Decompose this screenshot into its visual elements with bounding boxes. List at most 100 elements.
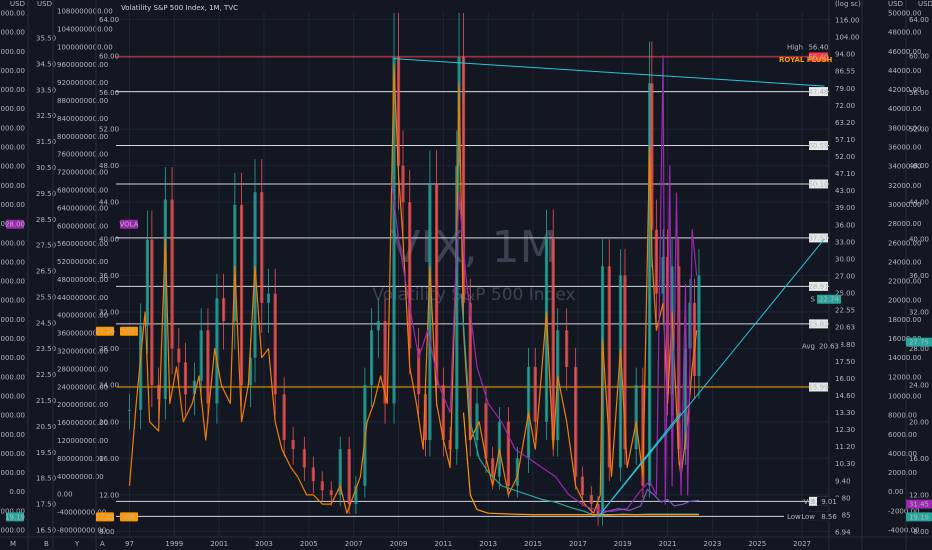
left2-y-tick: 17.50: [36, 501, 56, 509]
left3-y-tick: 680000000.00: [57, 186, 108, 194]
candle-body: [692, 302, 697, 377]
left-price-tag-text: 17.01: [95, 513, 115, 521]
right2-y-tick: 40000.00: [888, 105, 921, 113]
candle-body: [338, 449, 342, 495]
trendline[interactable]: [393, 58, 825, 87]
right2-y-tick: 36000.00: [888, 144, 921, 152]
left3-y-tick: 560000000.00: [57, 240, 108, 248]
watermark: VIX, 1M Volatility S&P 500 Index: [372, 222, 575, 305]
trendline[interactable]: [597, 238, 825, 518]
candle-body: [607, 266, 611, 468]
left3-y-tick: 920000000.00: [57, 79, 108, 87]
right-price-tag-text: 9.01: [821, 498, 837, 506]
left3-y-tick: 200000000.00: [57, 401, 108, 409]
left1-y-tick: 4000.00: [0, 450, 25, 458]
candle-body: [574, 366, 578, 477]
right1-y-tick: 104.00: [835, 34, 860, 42]
candle-body: [282, 394, 286, 441]
left2-y-tick: 22.50: [36, 371, 56, 379]
right-price-tag-box: [817, 294, 841, 304]
right2-y-tick: 6000.00: [888, 431, 917, 439]
x-tick-label: 2009: [390, 540, 408, 548]
left-price-tag-text: 19.19: [5, 513, 25, 521]
level-tag-box: [809, 87, 828, 97]
candle-body: [354, 485, 358, 505]
candle-body: [423, 394, 428, 441]
left3-y-tick: 0.00: [57, 491, 73, 499]
right3-y-tick: 40.00: [909, 235, 929, 243]
left1-y-tick: 32000.00: [0, 182, 25, 190]
candle-body: [163, 199, 167, 399]
right2-y-tick: 18000.00: [888, 316, 921, 324]
candle-body: [329, 490, 333, 495]
candle-body: [302, 449, 306, 468]
candle-body: [551, 238, 555, 441]
left2-y-tick: 20.50: [36, 423, 56, 431]
left3-y-tick: 840000000.00: [57, 115, 108, 123]
left1-y-tick: 50000.00: [0, 10, 25, 18]
candle-body: [580, 476, 584, 495]
candle-body: [683, 348, 688, 450]
left1-y-tick: 30000.00: [0, 201, 25, 209]
candle-body: [618, 275, 623, 468]
x-tick-label: 2015: [524, 540, 542, 548]
left-price-tag-text: 27.26: [95, 328, 116, 336]
far-right-tag-box: [906, 499, 932, 509]
right2-y-tick: 48000.00: [888, 29, 921, 37]
trendlines[interactable]: [393, 58, 825, 518]
right3-y-tick: 52.00: [909, 126, 929, 134]
level-tag-text: 37.57: [808, 234, 828, 242]
right-tag-prefix: S: [811, 296, 816, 304]
right3-y-tick: 8.00: [913, 528, 929, 536]
left1-y-tick: 38000.00: [0, 124, 25, 132]
candle-body: [697, 275, 701, 377]
left-price-tag-text: 28.00: [5, 221, 25, 229]
watermark-name: Volatility S&P 500 Index: [372, 285, 575, 305]
candle-body: [417, 348, 421, 395]
right1-y-tick: 17.50: [835, 358, 855, 366]
left3-y-tick: 1000000000.00: [57, 43, 113, 51]
left2-y-tick: 29.50: [36, 190, 56, 198]
left2-y-tick: 24.50: [36, 319, 56, 327]
left3-y-tick: 720000000.00: [57, 169, 108, 177]
candle-body: [401, 165, 405, 203]
right3-y-tick: 16.00: [909, 455, 929, 463]
left3-y-tick: 960000000.00: [57, 61, 108, 69]
right1-y-tick: 8.80: [835, 494, 851, 502]
right-price-tag-text: 20.63: [819, 342, 839, 350]
main-y-tick: 12.00: [99, 491, 119, 499]
main-y-tick: 32.00: [99, 309, 119, 317]
right2-y-tick: 20000.00: [888, 297, 921, 305]
candle-body: [192, 380, 197, 395]
trendline[interactable]: [597, 412, 682, 518]
left1-y-tick: 18000.00: [0, 316, 25, 324]
candle-body: [515, 458, 519, 486]
right1-y-tick: 72.00: [835, 102, 855, 110]
right1-y-tick: 36.00: [835, 221, 855, 229]
right3-y-tick: 64.00: [909, 16, 929, 24]
candle-body: [533, 366, 537, 422]
candle-body: [139, 325, 143, 410]
candle-body: [484, 403, 488, 459]
left2-y-tick: 21.50: [36, 397, 56, 405]
candle-body: [589, 494, 593, 505]
far-right-tag-box: [906, 337, 932, 347]
candle-body: [491, 458, 495, 477]
main-y-tick: 20.00: [99, 418, 119, 426]
candle-body: [670, 266, 674, 395]
left3-y-tick: 400000000.00: [57, 312, 108, 320]
royal-flush-label: ROYAL FLUSH: [779, 56, 833, 64]
candle-body: [641, 385, 645, 486]
far-right-tag-text: 27.75: [909, 339, 929, 347]
left1-y-tick: 48000.00: [0, 29, 25, 37]
right1-y-tick: 30.00: [835, 255, 855, 263]
left3-y-tick: 120000000.00: [57, 437, 108, 445]
left3-y-tick: -40000000.00: [57, 509, 106, 517]
level-note-box: [784, 511, 827, 521]
right1-y-tick: 11.20: [835, 443, 855, 451]
right2-y-tick: 16000.00: [888, 335, 921, 343]
left1-y-tick: 46000.00: [0, 48, 25, 56]
right1-y-tick: 10.30: [835, 460, 855, 468]
left3-y-tick: 760000000.00: [57, 151, 108, 159]
